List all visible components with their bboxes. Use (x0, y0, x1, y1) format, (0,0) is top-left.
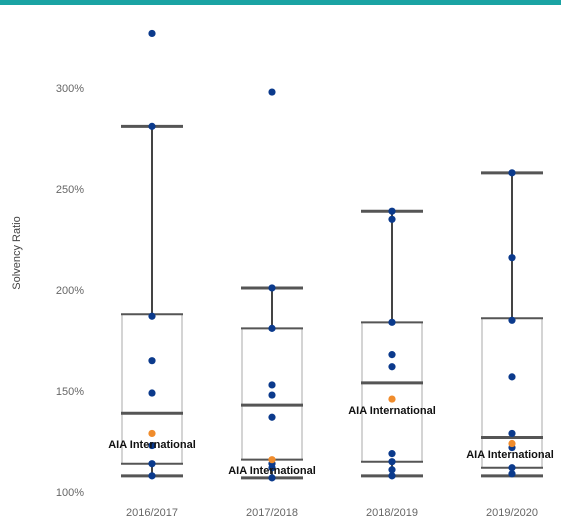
y-tick-label: 150% (56, 386, 84, 398)
peer-point (508, 373, 516, 381)
y-tick-label: 100% (56, 487, 84, 499)
peer-point (268, 474, 276, 482)
peer-point (268, 381, 276, 389)
peer-point (148, 472, 156, 480)
y-tick-label: 200% (56, 285, 84, 297)
top-accent-bar (0, 0, 561, 5)
peer-point (388, 450, 396, 458)
box-rect (361, 321, 423, 463)
peer-point (268, 324, 276, 332)
peer-point (388, 207, 396, 215)
x-tick-label: 2016/2017 (126, 507, 178, 519)
peer-point (148, 389, 156, 397)
y-axis-ticks: 100% 150% 200% 250% 300% (56, 83, 84, 499)
aia-international-point (388, 395, 396, 403)
peer-point (508, 470, 516, 478)
aia-international-label: AIA International (228, 465, 316, 477)
peer-point (508, 316, 516, 324)
peer-point (148, 357, 156, 365)
aia-international-label: AIA International (108, 439, 196, 451)
peer-point (388, 363, 396, 371)
peer-point (388, 215, 396, 223)
peer-point (268, 413, 276, 421)
peer-point (508, 169, 516, 177)
x-tick-label: 2017/2018 (246, 507, 298, 519)
peer-point (148, 460, 156, 468)
peer-point (268, 391, 276, 399)
peer-point (388, 318, 396, 326)
peer-point (388, 472, 396, 480)
x-tick-label: 2019/2020 (486, 507, 538, 519)
peer-point (148, 29, 156, 38)
aia-international-point (508, 439, 516, 448)
x-tick-label: 2018/2019 (366, 507, 418, 519)
peer-point (268, 88, 276, 96)
y-axis-title: Solvency Ratio (11, 216, 23, 289)
peer-point (508, 429, 516, 438)
aia-international-point (148, 429, 156, 438)
annotations: AIA International AIA International AIA In… (108, 405, 554, 477)
aia-international-label: AIA International (348, 405, 436, 417)
y-tick-label: 250% (56, 184, 84, 196)
boxes (121, 124, 543, 480)
peer-point (508, 464, 516, 472)
peer-point (268, 464, 276, 472)
aia-international-label: AIA International (466, 449, 554, 461)
data-points (148, 29, 516, 482)
peer-point (388, 351, 396, 359)
peer-point (148, 122, 156, 130)
peer-point (148, 312, 156, 320)
aia-international-point (268, 456, 276, 464)
peer-point (388, 466, 396, 474)
peer-point (508, 254, 516, 262)
y-tick-label: 300% (56, 83, 84, 95)
peer-point (148, 441, 156, 450)
x-axis-ticks: 2016/2017 2017/2018 2018/2019 2019/2020 (126, 507, 538, 519)
peer-point (388, 458, 396, 466)
peer-point (268, 284, 276, 292)
